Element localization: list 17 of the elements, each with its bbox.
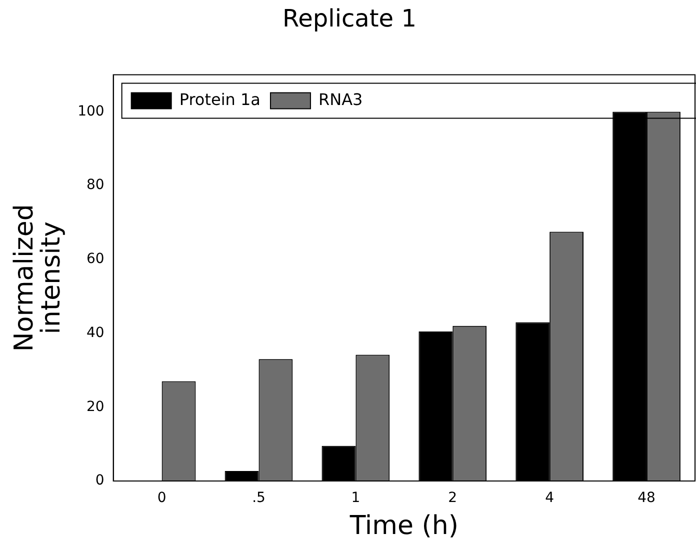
x-tick-label: 1 [351,490,360,506]
x-axis-title: Time (h) [348,511,458,542]
y-tick-label: 80 [86,177,104,194]
x-tick-label: .5 [252,490,266,506]
x-tick-label: 0 [157,490,166,506]
legend-label: Protein 1a [179,90,260,109]
chart-title: Replicate 1 [282,4,416,33]
y-tick-label: 60 [86,251,104,268]
y-tick-label: 100 [78,103,104,120]
y-tick-label: 0 [95,472,104,489]
legend-label: RNA3 [318,90,363,109]
y-tick-label: 20 [86,398,104,415]
x-tick-label: 48 [638,490,656,506]
x-tick-label: 4 [545,490,554,506]
y-tick-label: 40 [86,324,104,341]
y-axis-title: Normalized intensity [9,204,67,352]
x-tick-label: 2 [448,490,458,506]
